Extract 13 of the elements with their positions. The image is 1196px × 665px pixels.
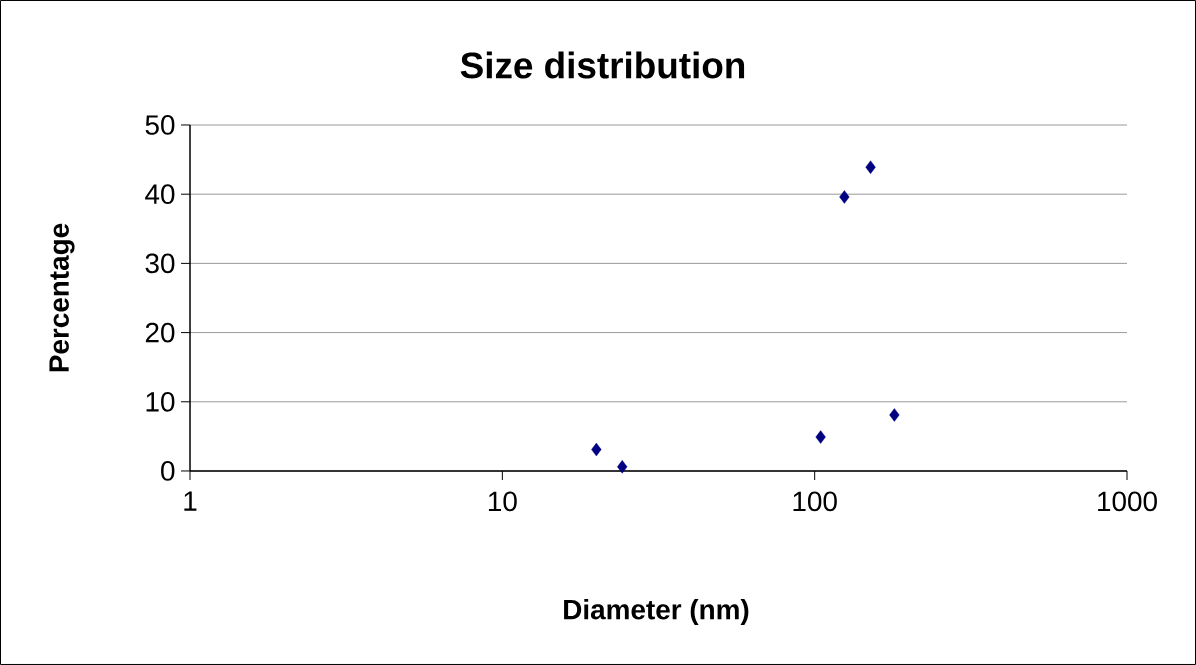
x-tick-label: 10 (488, 491, 517, 512)
y-tick-label: 10 (146, 391, 175, 412)
x-tick-label: 1000 (1098, 491, 1157, 512)
chart-title: Size distribution (460, 51, 745, 79)
y-tick-label: 0 (161, 461, 175, 481)
x-axis-title: Diameter (nm) (564, 598, 749, 625)
y-axis-title: Percentage (49, 223, 75, 372)
y-tick-label: 20 (145, 322, 175, 343)
x-tick-label: 100 (793, 491, 837, 512)
y-tick-label: 50 (145, 115, 175, 135)
y-tick-label: 30 (145, 253, 175, 274)
x-tick-label: 1 (184, 491, 197, 511)
y-tick-label: 40 (145, 184, 175, 205)
